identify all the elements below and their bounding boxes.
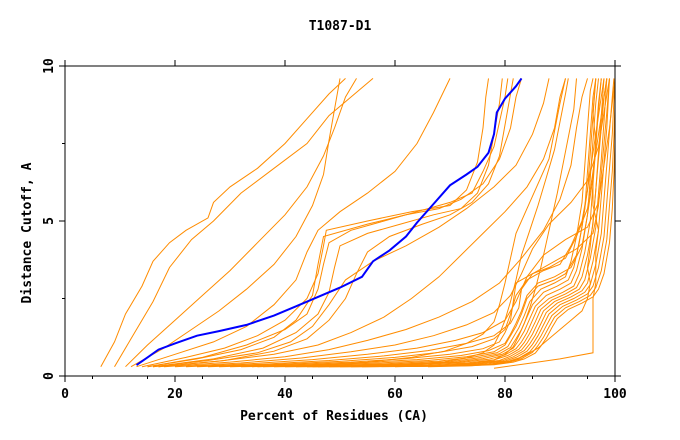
model-series-line-9 [158,78,566,368]
y-tick-label: 5 [42,217,57,225]
model-series-line-17 [240,78,597,368]
model-series-line-13 [196,78,610,368]
model-series-line-6 [141,78,489,368]
axes-layer: 0 20 40 60 80 100 0 5 10 [42,58,627,402]
model-series-line-8 [152,78,550,368]
x-axis-label: Percent of Residues (CA) [240,409,428,424]
model-series-line-3 [125,78,357,368]
model-series-line-35 [312,78,569,368]
model-series-line-34 [257,78,566,368]
series-layer [100,77,616,369]
model-series-line-1 [100,78,346,367]
model-series-line-27 [350,78,616,368]
chart-title: T1087-D1 [309,19,372,34]
model-series-line-10 [163,78,588,368]
model-series-line-30 [427,78,608,368]
model-series-line-24 [317,78,610,368]
x-tick-label: 100 [603,387,627,402]
model-series-line-7 [147,78,522,368]
model-series-line-33 [158,78,514,368]
model-series-line-18 [251,78,594,368]
model-series-line-36 [394,78,577,368]
model-series-line-32 [152,78,503,368]
model-series-line-26 [339,78,616,368]
model-series-line-31 [147,78,509,368]
model-series-line-28 [361,78,616,368]
model-series-line-15 [218,78,608,368]
model-series-line-4 [130,78,341,368]
model-series-line-2 [114,78,374,367]
model-series-line-21 [284,78,602,368]
model-series-line-20 [273,78,599,368]
model-series-line-16 [229,78,602,368]
x-tick-label: 40 [277,387,293,402]
y-tick-label: 0 [42,372,57,380]
model-series-line-22 [295,78,605,368]
x-tick-label: 20 [167,387,183,402]
y-tick-label: 10 [42,58,57,74]
x-tick-label: 0 [61,387,69,402]
highlight-series-line [135,77,523,366]
model-series-line-19 [262,78,597,368]
model-series-line-23 [306,78,608,368]
y-axis-label: Distance Cutoff, A [20,162,35,303]
model-series-line-29 [493,78,600,369]
x-tick-label: 80 [497,387,513,402]
x-tick-label: 60 [387,387,403,402]
model-series-line-5 [136,78,451,368]
model-series-line-25 [328,78,615,368]
